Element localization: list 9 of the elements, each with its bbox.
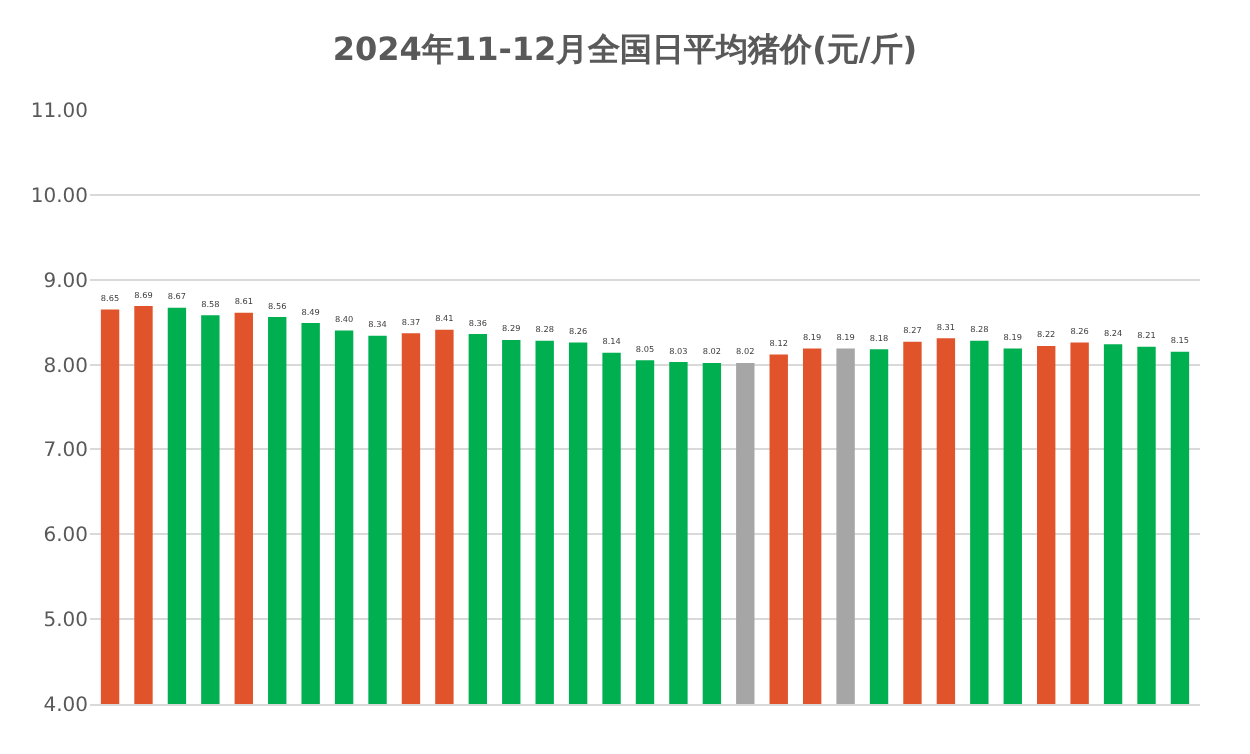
y-tick-label: 7.00	[43, 440, 88, 463]
y-tick-label: 11.00	[30, 101, 88, 123]
y-tick-label: 8.00	[43, 355, 88, 378]
y-tick-label: 4.00	[43, 695, 88, 717]
y-tick-label: 6.00	[43, 525, 88, 548]
chart-title: 2024年11-12月全国日平均猪价(元/斤)	[332, 30, 918, 69]
y-tick-label: 10.00	[30, 185, 88, 208]
y-tick-label: 9.00	[43, 270, 88, 293]
y-tick-label: 5.00	[43, 610, 88, 633]
